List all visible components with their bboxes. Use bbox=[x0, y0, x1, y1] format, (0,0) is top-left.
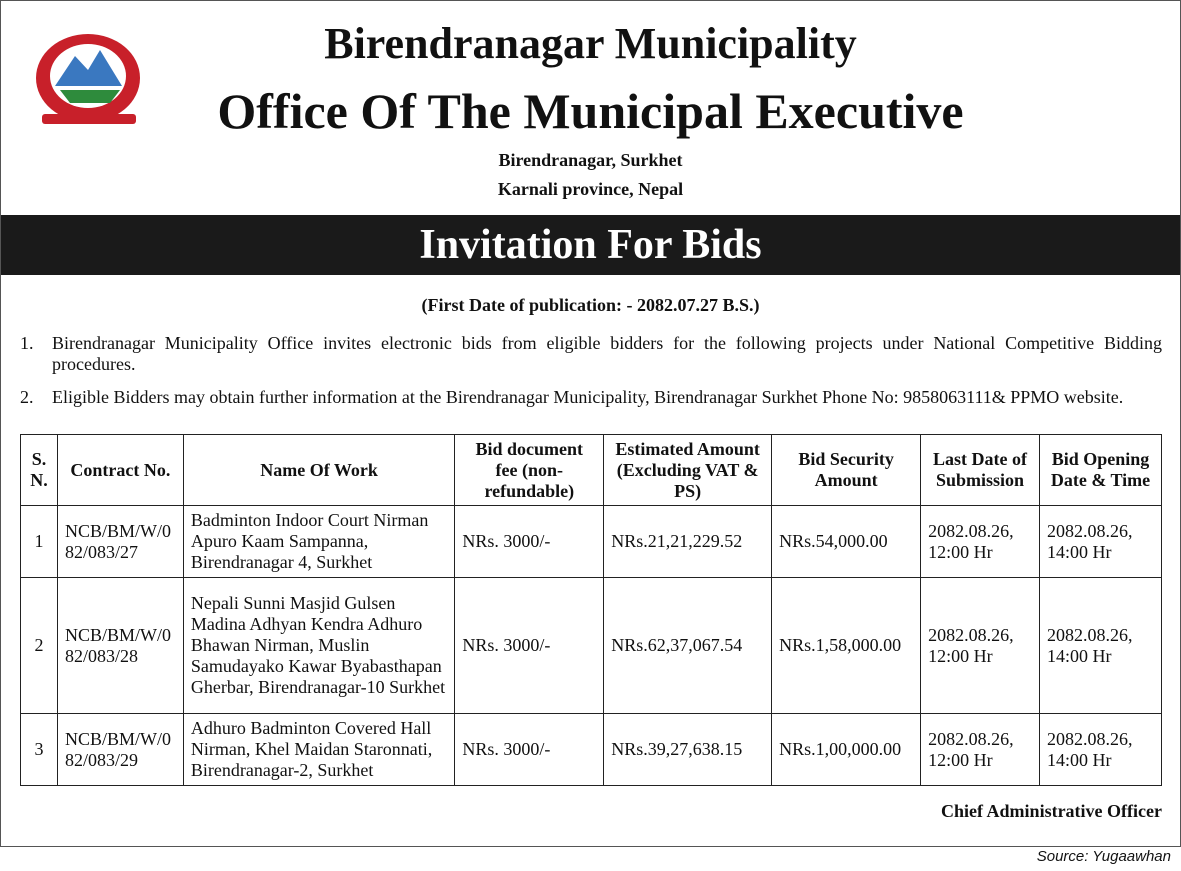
table-cell: 2082.08.26, 14:00 Hr bbox=[1039, 713, 1162, 786]
table-cell: NRs.21,21,229.52 bbox=[603, 505, 773, 578]
paragraph-number: 1. bbox=[20, 333, 34, 353]
table-cell: 2082.08.26, 12:00 Hr bbox=[920, 577, 1041, 714]
address: Birendranagar, Surkhet bbox=[498, 150, 683, 170]
paragraph: 1. Birendranagar Municipality Office inv… bbox=[20, 333, 1162, 375]
banner: Invitation For Bids bbox=[1, 215, 1180, 275]
table-cell: NCB/BM/W/082/083/27 bbox=[56, 505, 184, 578]
table-cell: NRs.54,000.00 bbox=[771, 505, 922, 578]
table-cell: 2082.08.26, 14:00 Hr bbox=[1039, 577, 1162, 714]
column-header: Estimated Amount (Excluding VAT & PS) bbox=[603, 434, 773, 506]
column-header: Bid Opening Date & Time bbox=[1039, 434, 1162, 506]
emblem-mountains bbox=[55, 50, 122, 86]
table-cell: NRs.39,27,638.15 bbox=[603, 713, 773, 786]
table-cell: NRs.1,58,000.00 bbox=[771, 577, 922, 714]
table-cell: NCB/BM/W/082/083/28 bbox=[56, 577, 184, 714]
table-cell: NRs. 3000/- bbox=[454, 577, 605, 714]
table-cell: Badminton Indoor Court Nirman Apuro Kaam… bbox=[182, 505, 456, 578]
emblem-hills bbox=[60, 90, 120, 103]
table-body: 1 NCB/BM/W/082/083/27 Badminton Indoor Cou… bbox=[20, 505, 1162, 786]
title: Birendranagar Municipality bbox=[324, 19, 857, 68]
paragraph-number: 2. bbox=[20, 387, 34, 407]
table-row: 3 NCB/BM/W/082/083/29 Adhuro Badminton Cov… bbox=[20, 713, 1162, 786]
emblem-ribbon bbox=[42, 114, 136, 124]
table-cell: Adhuro Badminton Covered Hall Nirman, Kh… bbox=[182, 713, 456, 786]
column-header: S. N. bbox=[20, 434, 58, 506]
paragraph-text: Eligible Bidders may obtain further info… bbox=[52, 387, 1124, 407]
table-cell: 2082.08.26, 12:00 Hr bbox=[920, 505, 1041, 578]
column-header: Last Date of Submission bbox=[920, 434, 1041, 506]
source: Source: Yugaawhan bbox=[1036, 848, 1171, 865]
table-cell: 1 bbox=[20, 505, 58, 578]
emblem bbox=[36, 34, 140, 124]
table-row: 2 NCB/BM/W/082/083/28 Nepali Sunni Masjid … bbox=[20, 577, 1162, 714]
table-cell: NRs. 3000/- bbox=[454, 505, 605, 578]
column-header: Bid Security Amount bbox=[771, 434, 922, 506]
publication-date: (First Date of publication: - 2082.07.27… bbox=[421, 295, 760, 315]
bid-table: S. N. Contract No. Name Of Work Bid documen… bbox=[20, 434, 1162, 786]
column-header: Name Of Work bbox=[182, 434, 456, 506]
table-cell: NRs.62,37,067.54 bbox=[603, 577, 773, 714]
header-row: S. N. Contract No. Name Of Work Bid documen… bbox=[20, 434, 1162, 506]
table-cell: NRs.1,00,000.00 bbox=[771, 713, 922, 786]
column-header: Contract No. bbox=[56, 434, 184, 506]
table-row: 1 NCB/BM/W/082/083/27 Badminton Indoor Cou… bbox=[20, 505, 1162, 578]
table-cell: 3 bbox=[20, 713, 58, 786]
table-cell: 2082.08.26, 14:00 Hr bbox=[1039, 505, 1162, 578]
paragraph-text: Birendranagar Municipality Office invite… bbox=[52, 333, 1162, 374]
table-cell: 2 bbox=[20, 577, 58, 714]
paragraph: 2. Eligible Bidders may obtain further i… bbox=[20, 387, 1162, 408]
table-cell: NCB/BM/W/082/083/29 bbox=[56, 713, 184, 786]
address: Karnali province, Nepal bbox=[497, 179, 684, 199]
table-cell: NRs. 3000/- bbox=[454, 713, 605, 786]
subtitle: Office Of The Municipal Executive bbox=[217, 83, 964, 139]
signature: Chief Administrative Officer bbox=[941, 801, 1162, 821]
column-header: Bid document fee (non-refundable) bbox=[454, 434, 605, 506]
table-cell: 2082.08.26, 12:00 Hr bbox=[920, 713, 1041, 786]
table-cell: Nepali Sunni Masjid Gulsen Madina Adhyan… bbox=[182, 577, 456, 714]
